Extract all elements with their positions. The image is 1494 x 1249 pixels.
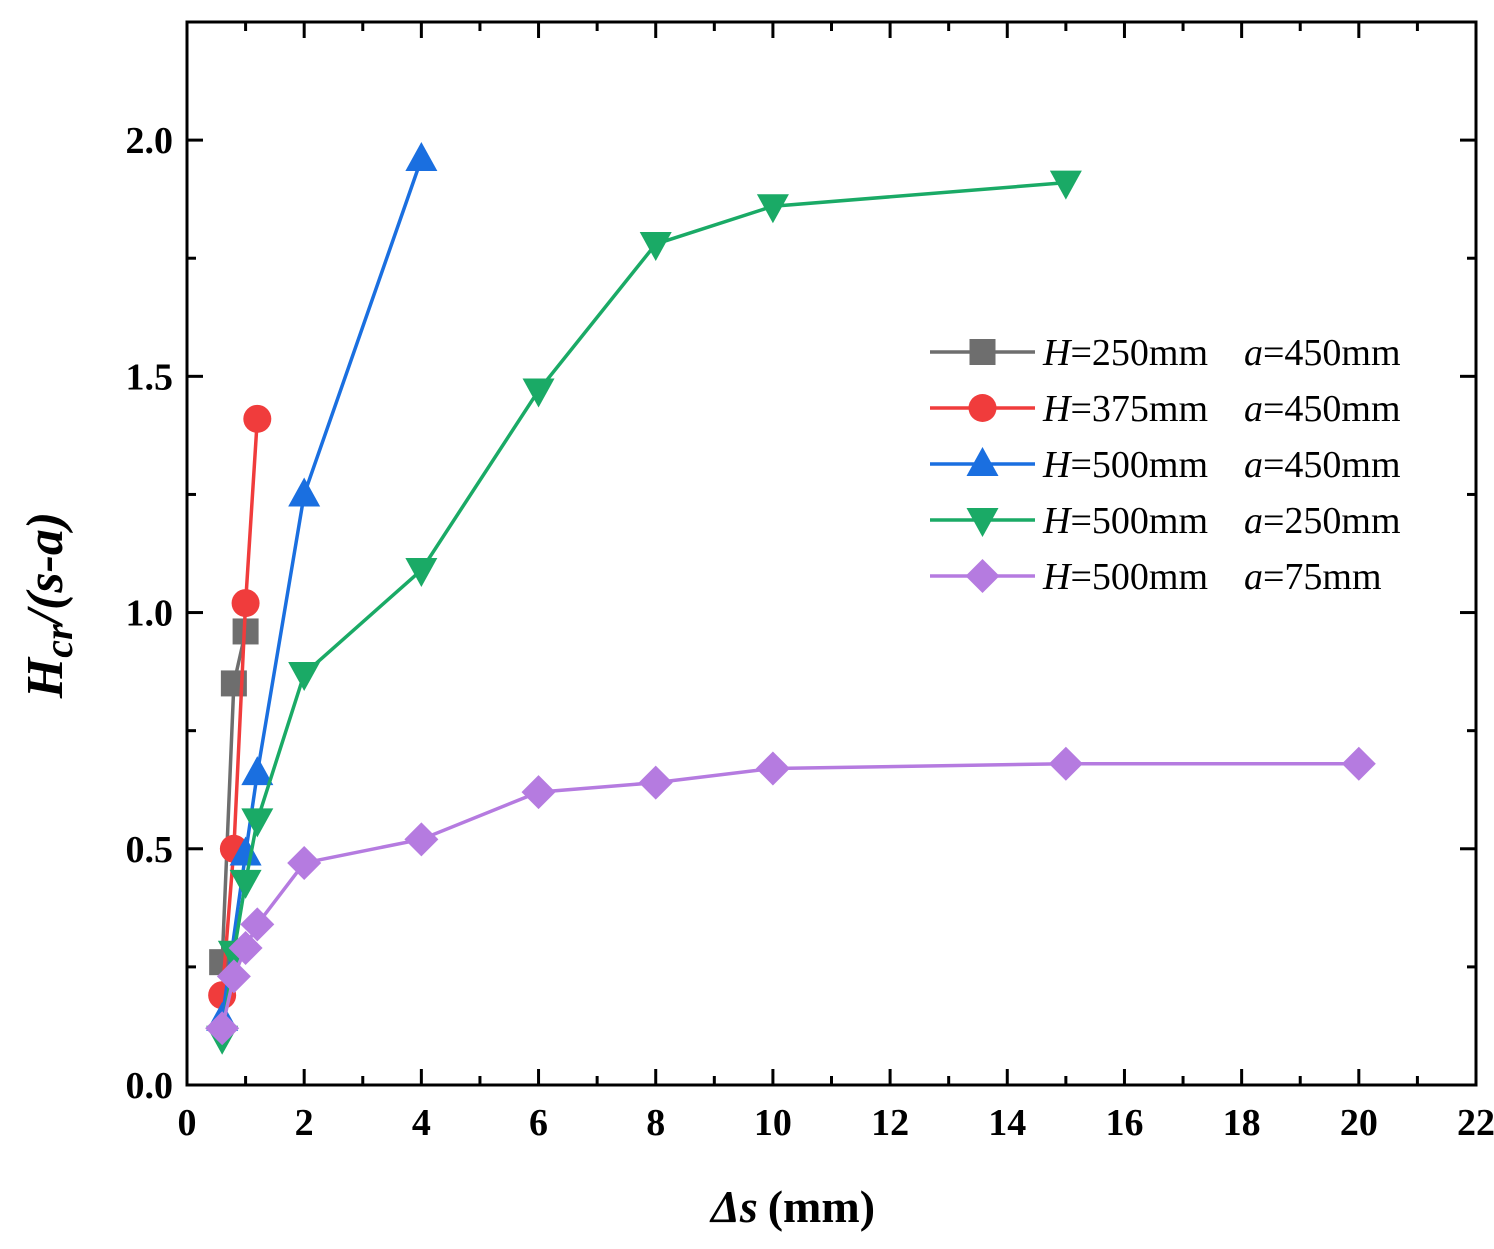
- data-point: [405, 142, 438, 172]
- series-2: [208, 404, 272, 1010]
- data-point: [240, 907, 275, 942]
- data-point: [756, 194, 789, 224]
- series-line: [220, 761, 1359, 1029]
- data-point: [521, 775, 556, 810]
- data-point: [228, 930, 263, 965]
- series-4: [206, 170, 1082, 1055]
- x-tick-label: 12: [871, 1102, 909, 1144]
- data-point: [1341, 746, 1376, 781]
- legend-item: H=500mm a=75mm: [930, 556, 1382, 598]
- x-tick-label: 6: [529, 1102, 548, 1144]
- series-5: [205, 746, 1376, 1046]
- x-tick-label: 14: [988, 1102, 1026, 1144]
- series-line: [220, 158, 424, 1020]
- y-axis-title: Hcr/(s-a): [17, 512, 81, 699]
- legend-item: H=250mm a=450mm: [930, 332, 1401, 374]
- data-point: [288, 661, 321, 691]
- data-point: [205, 1011, 240, 1046]
- legend-label: H=375mm a=450mm: [1042, 388, 1401, 430]
- legend-item: H=375mm a=450mm: [930, 388, 1401, 430]
- x-tick-label: 2: [295, 1102, 314, 1144]
- x-axis-title: Δs (mm): [709, 1181, 875, 1232]
- legend-item: H=500mm a=450mm: [930, 444, 1401, 486]
- data-point: [241, 808, 274, 838]
- y-tick-label: 1.0: [126, 593, 174, 635]
- data-point: [1048, 746, 1083, 781]
- legend-label: H=500mm a=250mm: [1042, 500, 1401, 542]
- series-layer: [205, 142, 1376, 1055]
- series-line: [220, 180, 1067, 1038]
- data-point: [288, 477, 321, 507]
- legend-label: H=500mm a=450mm: [1042, 444, 1401, 486]
- axes-layer: 0 2 4 6 8 10 12 14 16 18 20 22 0.0 0.5 1.0 1.5 2.0: [126, 20, 1494, 1144]
- x-tick-label: 16: [1105, 1102, 1143, 1144]
- data-point: [231, 589, 260, 618]
- legend-label: H=250mm a=450mm: [1042, 332, 1401, 374]
- legend-marker: [969, 339, 996, 365]
- data-point: [522, 378, 555, 408]
- x-tick-label: 0: [178, 1102, 197, 1144]
- legend-marker: [966, 447, 999, 476]
- legend-label: H=500mm a=75mm: [1042, 556, 1382, 598]
- data-point: [229, 869, 262, 899]
- legend-marker: [966, 508, 999, 537]
- x-tick-label: 4: [412, 1102, 431, 1144]
- data-point: [216, 959, 251, 994]
- y-tick-label: 2.0: [126, 120, 174, 162]
- data-point: [229, 836, 262, 866]
- y-tick-label: 0.0: [126, 1065, 174, 1107]
- legend: H=250mm a=450mm H=375mm a=450mm H=500mm a=450…: [930, 332, 1401, 598]
- y-tick-label: 0.5: [126, 829, 174, 871]
- x-tick-label: 8: [646, 1102, 665, 1144]
- data-point: [241, 756, 274, 786]
- legend-marker: [968, 394, 997, 422]
- data-point: [638, 765, 673, 800]
- legend-marker: [965, 559, 1000, 593]
- legend-item: H=500mm a=250mm: [930, 500, 1401, 542]
- data-point: [1049, 170, 1082, 200]
- x-tick-label: 20: [1340, 1102, 1378, 1144]
- data-point: [243, 404, 272, 433]
- y-tick-label: 1.5: [126, 356, 174, 398]
- data-point: [404, 822, 439, 857]
- x-tick-label: 22: [1457, 1102, 1494, 1144]
- data-point: [287, 845, 322, 880]
- plot-frame: [185, 20, 1478, 1087]
- x-tick-label: 10: [754, 1102, 792, 1144]
- data-point: [405, 558, 438, 588]
- series-line: [220, 418, 260, 996]
- data-point: [755, 751, 790, 786]
- x-tick-label: 18: [1223, 1102, 1261, 1144]
- data-point: [639, 232, 672, 262]
